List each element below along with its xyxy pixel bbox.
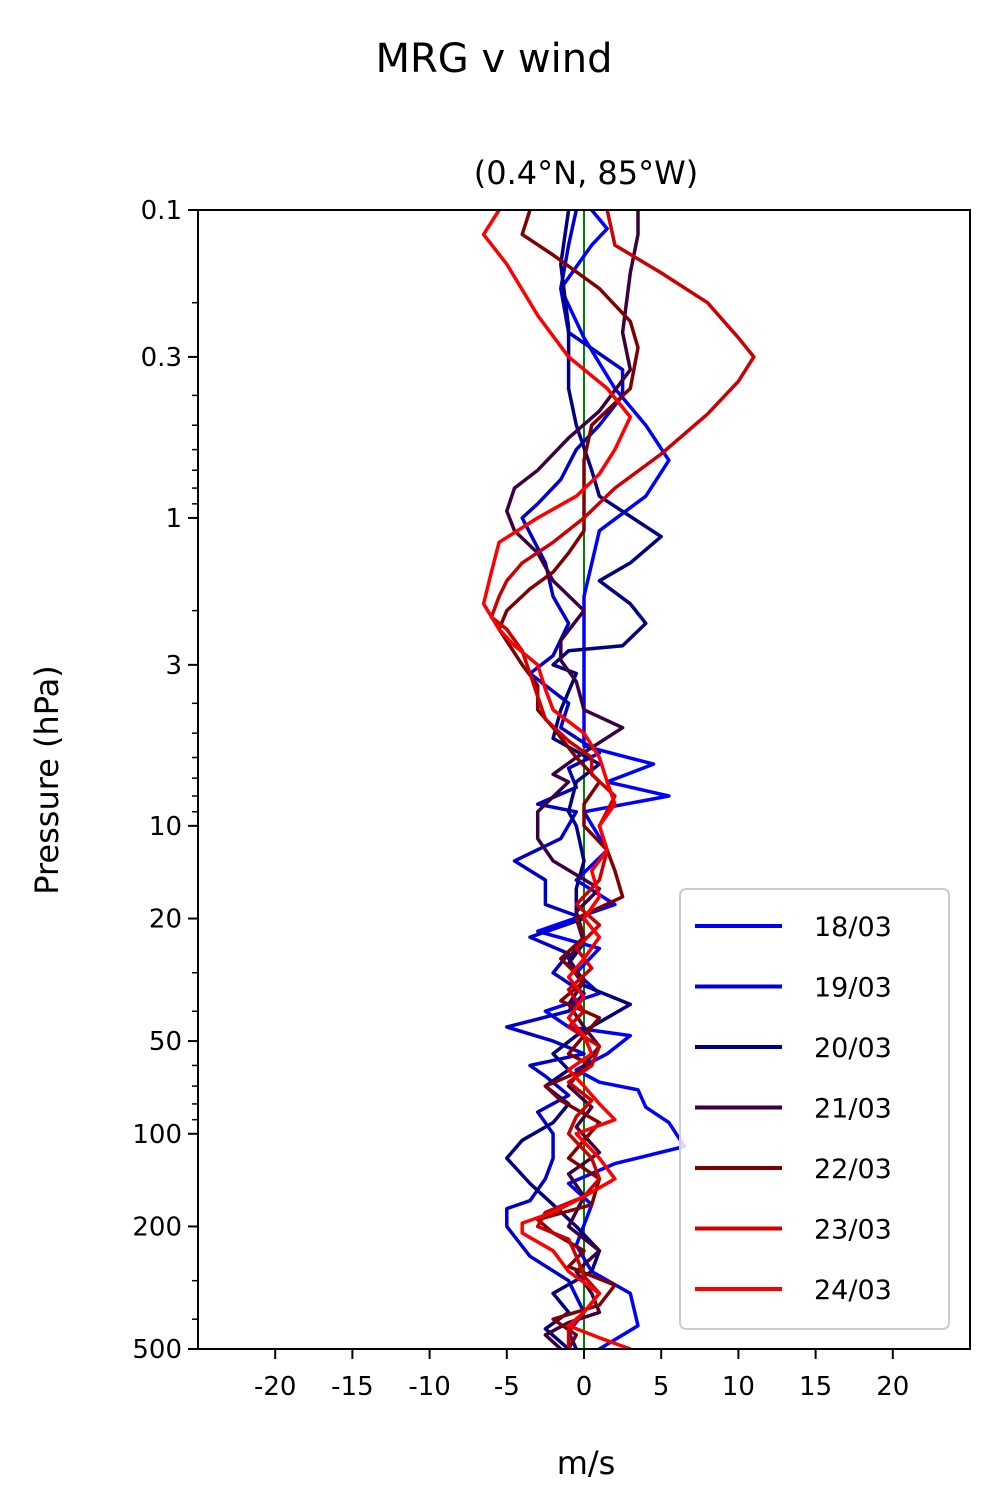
x-tick-label: 5 (653, 1372, 670, 1402)
y-tick-label: 0.3 (141, 343, 182, 373)
x-tick-label: 20 (876, 1372, 909, 1402)
legend-label: 21/03 (814, 1094, 892, 1125)
legend-label: 18/03 (814, 912, 892, 943)
y-axis: 0.1 0.3 1 3 10 20 50 100 200 500 (132, 196, 198, 1365)
x-tick-label: 15 (799, 1372, 832, 1402)
series-line-22-03 (497, 210, 640, 1349)
x-tick-label: -10 (408, 1372, 450, 1402)
x-tick-label: -5 (494, 1372, 520, 1402)
y-tick-label: 1 (165, 504, 182, 534)
legend-box (679, 888, 950, 1330)
legend-label: 20/03 (814, 1033, 892, 1064)
y-tick-label: 10 (149, 812, 182, 842)
series-line-20-03 (505, 210, 663, 1349)
figure-suptitle: MRG v wind (376, 36, 613, 82)
y-tick-label: 500 (132, 1335, 182, 1365)
x-axis: -20 -15 -10 -5 0 5 10 15 20 (254, 1349, 909, 1402)
legend-label: 19/03 (814, 973, 892, 1004)
x-tick-label: 0 (576, 1372, 593, 1402)
legend: 18/03 19/03 20/03 21/03 22/03 23/03 24/03 (679, 888, 950, 1330)
series-line-18-03 (535, 210, 687, 1349)
y-tick-label: 3 (165, 651, 182, 681)
series-line-19-03 (505, 210, 625, 1349)
y-axis-label: Pressure (hPa) (28, 665, 66, 895)
axes-title: (0.4°N, 85°W) (474, 154, 699, 192)
series-layer (481, 210, 756, 1349)
y-tick-label: 20 (149, 905, 182, 935)
legend-label: 23/03 (814, 1215, 892, 1246)
y-tick-label: 50 (149, 1027, 182, 1057)
legend-label: 22/03 (814, 1154, 892, 1185)
series-line-24-03 (481, 210, 633, 1349)
y-tick-label: 200 (132, 1212, 182, 1242)
x-tick-label: -15 (331, 1372, 373, 1402)
y-tick-label: 0.1 (141, 196, 182, 226)
x-tick-label: 10 (722, 1372, 755, 1402)
legend-label: 24/03 (814, 1275, 892, 1306)
y-tick-label: 100 (132, 1120, 182, 1150)
x-axis-label: m/s (557, 1444, 616, 1482)
x-tick-label: -20 (254, 1372, 296, 1402)
